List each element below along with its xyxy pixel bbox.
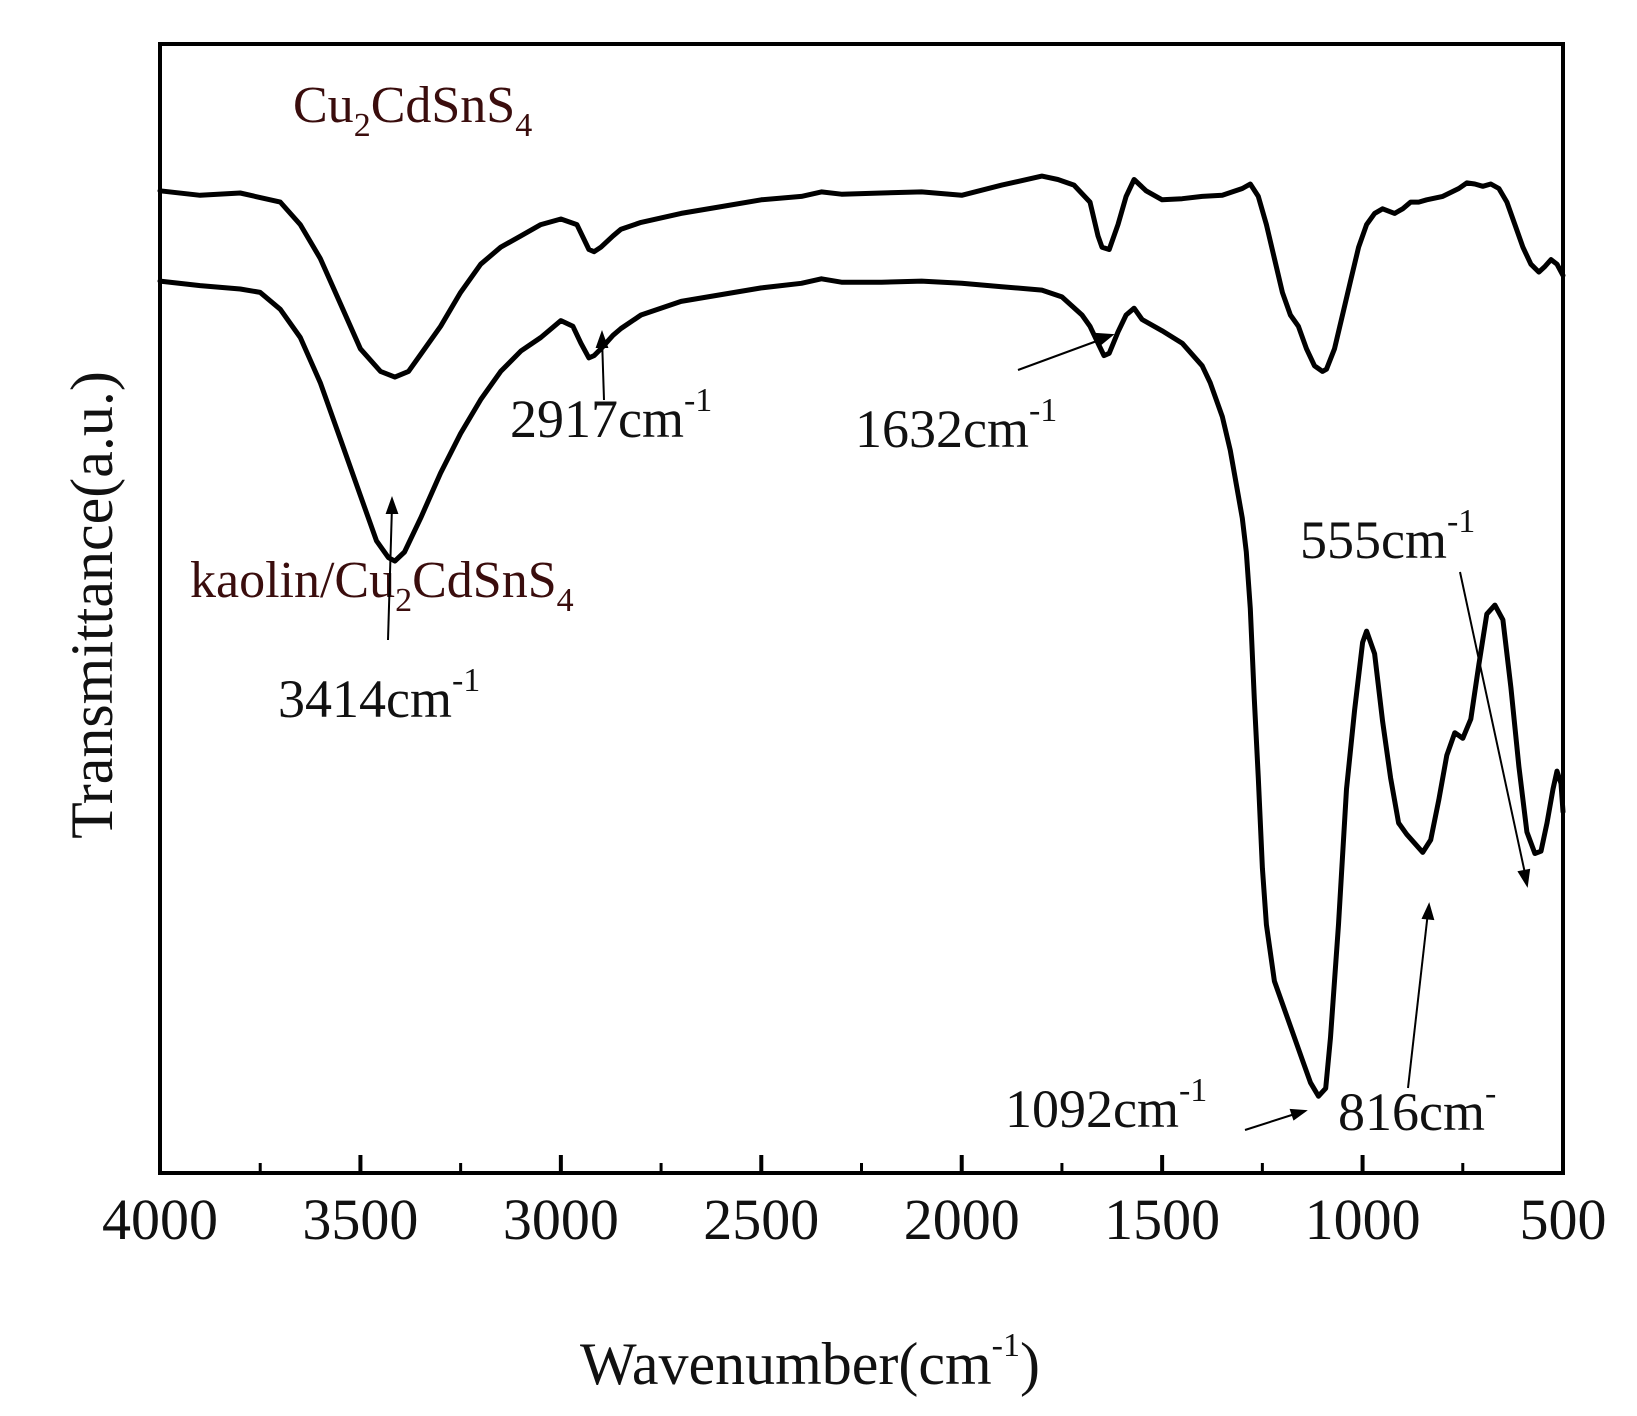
x-tick-label: 1000	[1305, 1187, 1421, 1252]
arrowhead-816	[1421, 902, 1435, 921]
annotation-816: 816cm-	[1338, 1075, 1496, 1142]
annotation-2917: 2917cm-1	[510, 382, 712, 449]
x-tick-label: 500	[1520, 1187, 1607, 1252]
arrowhead-2917	[595, 330, 609, 348]
x-tick-label: 2500	[703, 1187, 819, 1252]
arrow-2917	[601, 337, 605, 401]
annotation-555: 555cm-1	[1300, 503, 1475, 570]
y-axis-title: Transmittance(a.u.)	[59, 371, 125, 839]
arrow-1092	[1244, 1112, 1299, 1131]
series-group	[157, 173, 1566, 1099]
arrow-816	[1407, 911, 1429, 1089]
x-tick-label: 1500	[1104, 1187, 1220, 1252]
arrowhead-3414	[385, 496, 399, 514]
arrow-1632	[1017, 337, 1106, 371]
x-tick-label: 4000	[102, 1187, 218, 1252]
arrowhead-1092	[1289, 1108, 1308, 1121]
annotation-1092: 1092cm-1	[1005, 1072, 1207, 1139]
annotation-3414: 3414cm-1	[278, 662, 480, 729]
x-tick-label: 3000	[503, 1187, 619, 1252]
x-tick-label: 3500	[302, 1187, 418, 1252]
arrow-555	[1459, 571, 1527, 879]
series-line-cu2cdsns4	[157, 173, 1566, 380]
x-axis-ticks	[158, 1155, 1565, 1173]
series-label-kaolin-cu2cdsns4: kaolin/Cu2CdSnS4	[190, 552, 574, 619]
arrowhead-1632	[1095, 332, 1115, 346]
annotation-1632: 1632cm-1	[855, 392, 1057, 459]
x-tick-label: 2000	[904, 1187, 1020, 1252]
series-label-cu2cdsns4: Cu2CdSnS4	[293, 77, 532, 144]
series-line-kaolin-cu2cdsns4	[157, 276, 1566, 1099]
x-axis-title: Wavenumber(cm-1)	[580, 1327, 1040, 1397]
arrowhead-555	[1517, 868, 1531, 888]
arrow-3414	[387, 505, 393, 641]
x-axis-tick-labels: 4000 3500 3000 2500 2000 1500 1000 500	[102, 1187, 1607, 1252]
